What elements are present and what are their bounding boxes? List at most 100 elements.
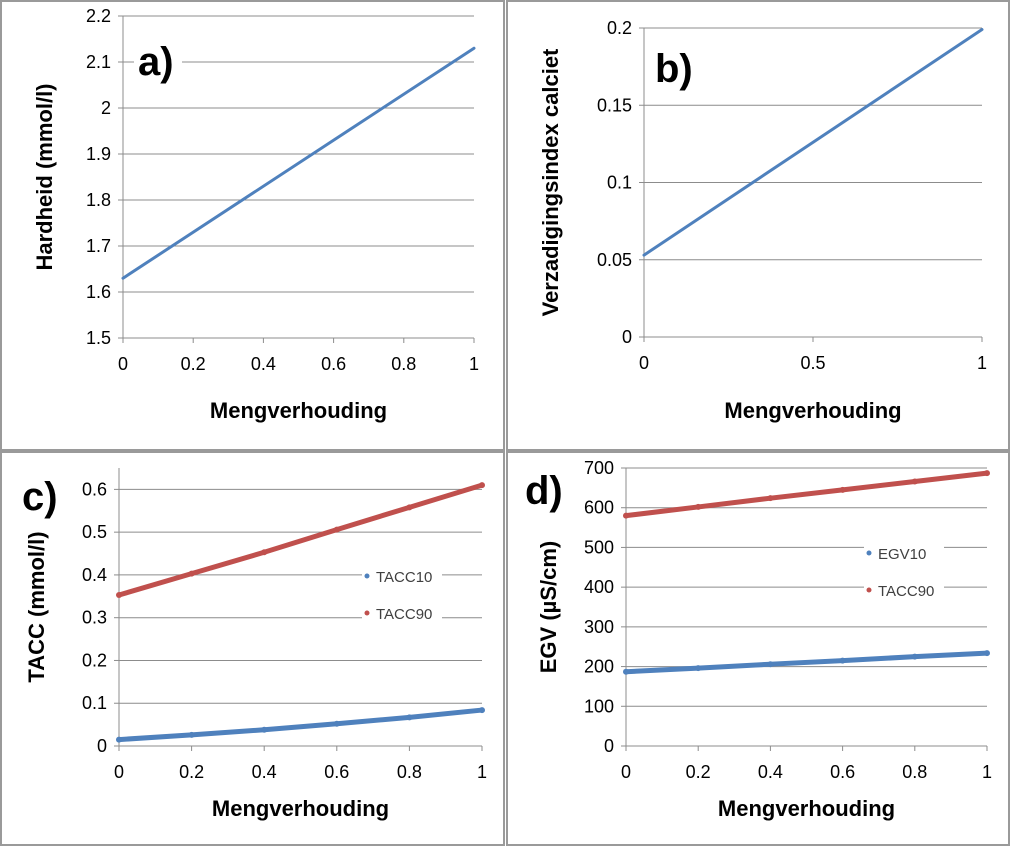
legend-marker	[866, 587, 872, 593]
legend-label: TACC90	[376, 606, 432, 623]
legend-bg	[362, 604, 442, 622]
x-tick-label: 1	[977, 353, 987, 373]
legend: TACC10 TACC90	[362, 567, 442, 623]
data-point	[623, 668, 629, 675]
legend-label: TACC10	[376, 569, 432, 586]
panel-letter: c)	[22, 475, 58, 519]
panel-letter: b)	[655, 47, 693, 91]
chart-panel-a: 1.5 1.6 1.7 1.8 1.9 2 2.1 2.2 0 0.2 0.4 0.6 0.8 1 Meng…	[32, 6, 479, 423]
x-tick-label: 0.4	[251, 354, 276, 374]
x-tick-label: 0.2	[686, 762, 711, 782]
data-point	[188, 570, 195, 577]
data-point	[406, 714, 413, 721]
legend-bg	[864, 544, 944, 562]
chart-panel-d: 0 100 200 300 400 500 600 700 0 0.2 0.4 0.6 0.8 1 Meng…	[521, 458, 992, 821]
legend-bg	[362, 567, 442, 585]
y-axis-title: Hardheid (mmol/l)	[32, 83, 57, 270]
x-tick-label: 1	[982, 762, 992, 782]
y-tick-label: 0.2	[607, 18, 632, 38]
data-point	[333, 720, 340, 727]
x-axis-title: Mengverhouding	[210, 398, 387, 423]
series-line	[121, 46, 476, 280]
y-tick-label: 0.5	[82, 522, 107, 542]
y-tick-label: 1.8	[86, 190, 111, 210]
legend-marker	[364, 573, 370, 579]
x-tick-label: 0	[114, 762, 124, 782]
chart-panel-c: 0 0.1 0.2 0.3 0.4 0.5 0.6 0 0.2 0.4 0.6 0.8 1 Mengver…	[18, 468, 487, 821]
data-point	[767, 661, 774, 668]
x-tick-label: 0.8	[397, 762, 422, 782]
data-point	[261, 549, 268, 556]
y-tick-label: 0.4	[82, 565, 107, 585]
y-tick-label: 0.1	[82, 693, 107, 713]
panel-letter: d)	[525, 469, 563, 513]
y-tick-label: 2	[101, 98, 111, 118]
x-tick-label: 0	[621, 762, 631, 782]
x-tick-label: 0.6	[324, 762, 349, 782]
x-axis-title: Mengverhouding	[718, 796, 895, 821]
data-point	[839, 657, 846, 664]
x-tick-label: 0.6	[321, 354, 346, 374]
data-point	[479, 482, 485, 489]
legend-label: EGV10	[878, 546, 926, 563]
x-tick-label: 0.8	[902, 762, 927, 782]
data-point	[188, 731, 195, 738]
data-point	[695, 665, 702, 672]
panel-letter: a)	[138, 40, 174, 84]
x-tick-label: 1	[469, 354, 479, 374]
data-point	[116, 592, 122, 599]
x-tick-label: 0.5	[800, 353, 825, 373]
y-tick-label: 1.6	[86, 282, 111, 302]
x-tick-label: 0.6	[830, 762, 855, 782]
x-tick-label: 0.2	[181, 354, 206, 374]
legend-marker	[364, 610, 370, 616]
panel-frame	[506, 451, 1010, 846]
panel-letter-bg	[134, 41, 182, 83]
y-axis-title: Verzadigingsindex calciet	[538, 48, 563, 316]
x-axis-title: Mengverhouding	[212, 796, 389, 821]
y-tick-label: 0.1	[607, 173, 632, 193]
y-tick-label: 700	[584, 458, 614, 478]
series-line	[116, 707, 485, 743]
data-point	[116, 736, 122, 743]
data-point	[984, 470, 990, 477]
series-line	[116, 482, 485, 598]
panel-frame	[0, 451, 505, 846]
y-tick-label: 100	[584, 696, 614, 716]
y-tick-label: 400	[584, 577, 614, 597]
y-tick-label: 0.2	[82, 650, 107, 670]
x-tick-label: 1	[477, 762, 487, 782]
y-tick-label: 300	[584, 617, 614, 637]
y-tick-label: 0	[97, 736, 107, 756]
y-tick-label: 1.5	[86, 328, 111, 348]
data-point	[406, 504, 413, 511]
x-tick-label: 0	[639, 353, 649, 373]
panel-frame	[506, 0, 1010, 451]
legend-label: TACC90	[878, 583, 934, 600]
x-tick-label: 0	[118, 354, 128, 374]
panel-frame	[0, 0, 505, 451]
y-tick-label: 2.2	[86, 6, 111, 26]
legend: EGV10 TACC90	[864, 544, 944, 600]
panel-letter-bg	[18, 476, 66, 518]
y-tick-label: 200	[584, 657, 614, 677]
data-point	[261, 726, 268, 733]
panel-letter-bg	[521, 470, 569, 512]
y-axis-title: EGV (µS/cm)	[536, 541, 561, 673]
panel-letter-bg	[651, 48, 699, 90]
x-tick-label: 0.8	[391, 354, 416, 374]
data-point	[984, 650, 990, 657]
y-tick-label: 0.15	[597, 95, 632, 115]
series-line	[623, 470, 990, 519]
y-tick-label: 600	[584, 498, 614, 518]
data-point	[839, 486, 846, 493]
data-point	[911, 653, 918, 660]
data-point	[333, 526, 340, 533]
y-tick-label: 0	[622, 327, 632, 347]
series-line	[642, 28, 984, 257]
data-point	[767, 495, 774, 502]
y-tick-label: 0.05	[597, 250, 632, 270]
data-point	[695, 503, 702, 510]
series-line	[623, 650, 990, 675]
